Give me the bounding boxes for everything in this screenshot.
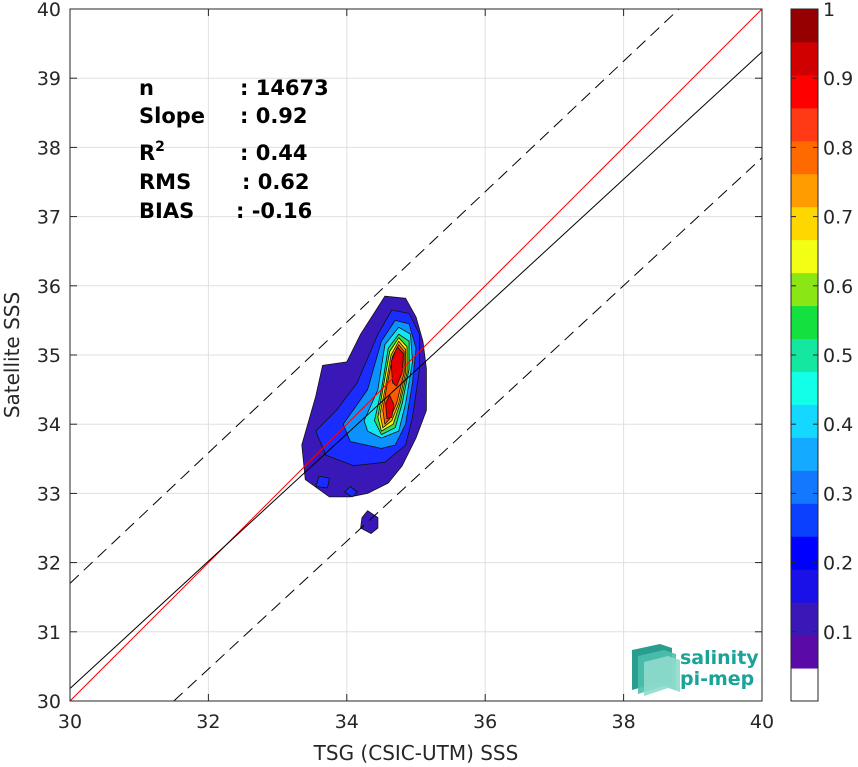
- colorbar-segment: [791, 503, 818, 537]
- stat-label: BIAS: [139, 199, 194, 223]
- x-tick-label: 30: [58, 711, 82, 733]
- logo-waves-icon: [632, 644, 680, 696]
- colorbar-tick-label: 0.1: [823, 622, 853, 644]
- colorbar-segment: [791, 272, 818, 307]
- colorbar-segment: [791, 371, 818, 405]
- colorbar-segment: [791, 107, 818, 142]
- y-tick-label: 30: [37, 691, 61, 713]
- colorbar-segment: [791, 536, 818, 570]
- stat-label: Slope: [139, 104, 205, 128]
- stat-value: : 14673: [240, 76, 329, 100]
- salinity-pi-mep-logo: salinity pi-mep: [632, 644, 759, 696]
- colorbar-tick-label: 0.5: [823, 345, 853, 367]
- y-tick-label: 35: [37, 345, 61, 367]
- colorbar-tick-label: 0.6: [823, 276, 853, 298]
- stat-label: RMS: [139, 170, 191, 194]
- colorbar-segment: [791, 635, 818, 669]
- y-tick-label: 37: [37, 207, 61, 229]
- y-axis-label: Satellite SSS: [0, 292, 24, 418]
- identity-line: [69, 8, 763, 702]
- stat-value: : 0.62: [242, 170, 310, 194]
- colorbar-tick-label: 1: [823, 0, 835, 21]
- y-tick-label: 33: [37, 483, 61, 505]
- colorbar-tick-label: 0.9: [823, 68, 853, 90]
- regression-line: [69, 51, 763, 689]
- colorbar-segment: [791, 569, 818, 603]
- colorbar-segment: [791, 41, 818, 76]
- reference-lines: [69, 8, 763, 702]
- logo-text-line1: salinity: [680, 647, 759, 669]
- y-tick-label: 38: [37, 137, 61, 159]
- y-tick-label: 39: [37, 68, 61, 90]
- colorbar-tick-label: 0.3: [823, 483, 853, 505]
- axis-ticks: 30 32 34 36 38 40 30 31 32 33 34 35 36 37 38 39 40: [37, 0, 774, 733]
- colorbar-segment: [791, 206, 818, 241]
- colorbar-segment: [791, 140, 818, 175]
- stat-label: n: [139, 76, 154, 100]
- colorbar-segment: [791, 404, 818, 438]
- colorbar-segment: [791, 668, 818, 702]
- y-tick-label: 40: [37, 0, 61, 21]
- colorbar-segment: [791, 305, 818, 340]
- stat-value: : 0.44: [240, 141, 308, 165]
- statistics-block: n : 14673 Slope : 0.92 R2 : 0.44 RMS : 0.62 BIAS…: [139, 76, 329, 223]
- colorbar: 0.1 0.2 0.3 0.4 0.5 0.6 0.7 0.8 0.9 1: [790, 0, 853, 702]
- colorbar-tick-label: 0.8: [823, 137, 853, 159]
- y-tick-label: 36: [37, 276, 61, 298]
- y-tick-label: 32: [37, 553, 61, 575]
- density-contours: [301, 295, 427, 534]
- lower-bound-line: [173, 157, 763, 702]
- colorbar-tick-label: 0.4: [823, 414, 853, 436]
- stat-label: R2: [139, 139, 165, 165]
- density-contour: [344, 486, 358, 498]
- x-tick-label: 36: [473, 711, 497, 733]
- colorbar-tick-label: 0.7: [823, 207, 853, 229]
- colorbar-tick-label: 0.2: [823, 553, 853, 575]
- upper-bound-line: [69, 8, 680, 584]
- density-contour: [360, 510, 379, 534]
- density-contour: [315, 475, 330, 489]
- logo-text-line2: pi-mep: [680, 668, 754, 690]
- colorbar-segment: [791, 470, 818, 504]
- x-tick-label: 32: [196, 711, 220, 733]
- colorbar-segment: [791, 437, 818, 471]
- x-tick-label: 38: [612, 711, 636, 733]
- x-tick-label: 40: [750, 711, 774, 733]
- y-tick-label: 31: [37, 622, 61, 644]
- colorbar-segment: [791, 239, 818, 274]
- x-axis-label: TSG (CSIC-UTM) SSS: [313, 741, 519, 765]
- colorbar-segment: [791, 9, 818, 43]
- density-contour: [385, 394, 395, 420]
- colorbar-segment: [791, 173, 818, 208]
- colorbar-segment: [791, 74, 818, 109]
- stat-value: : 0.92: [240, 104, 308, 128]
- stat-value: : -0.16: [236, 199, 312, 223]
- colorbar-segment: [791, 602, 818, 636]
- x-tick-label: 34: [335, 711, 359, 733]
- y-tick-label: 34: [37, 414, 61, 436]
